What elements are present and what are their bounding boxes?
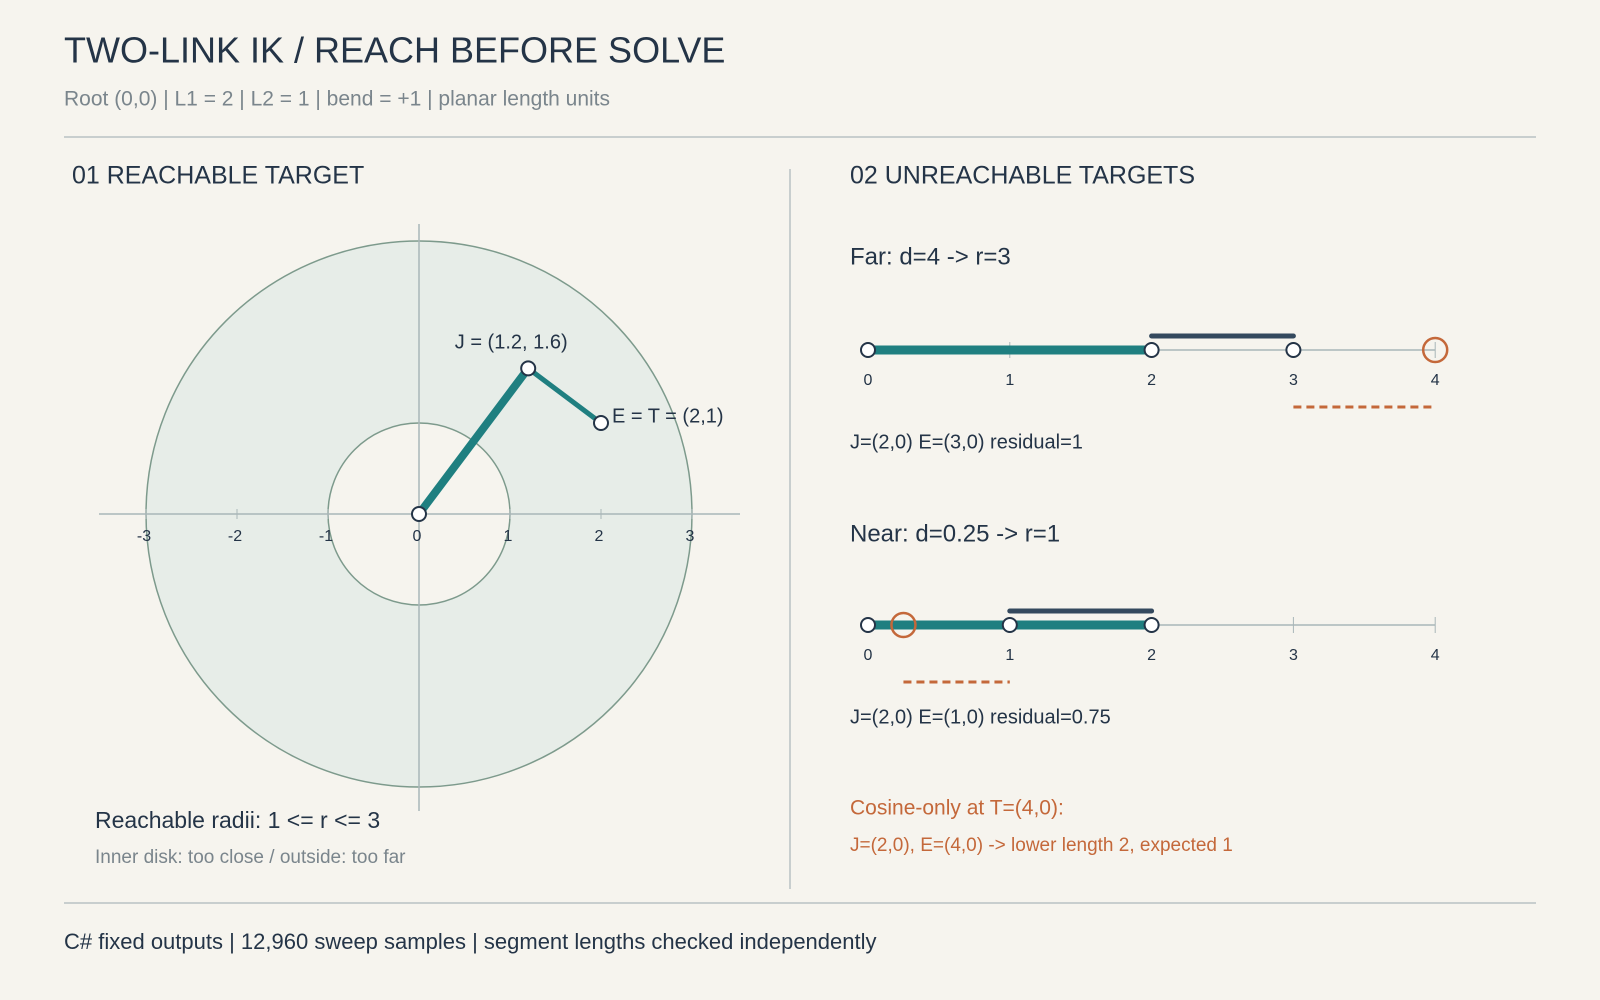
link-2 xyxy=(525,365,604,426)
tick-label: 2 xyxy=(1147,647,1156,664)
x-tick-label: 2 xyxy=(595,528,604,545)
root-node xyxy=(860,342,876,358)
tick-label: 0 xyxy=(864,647,873,664)
end-label: E = T = (2,1) xyxy=(612,405,724,427)
target xyxy=(1421,336,1449,364)
x-tick-label: -1 xyxy=(319,528,333,545)
warning: J=(2,0), E=(4,0) -> lower length 2, expe… xyxy=(850,835,1233,856)
target xyxy=(890,611,917,639)
x-tick-label: -2 xyxy=(228,528,242,545)
case-label: Near: d=0.25 -> r=1 xyxy=(850,520,1060,547)
tick-label: 1 xyxy=(1005,647,1014,664)
end-node xyxy=(1001,617,1018,633)
joint-label: J = (1.2, 1.6) xyxy=(455,332,568,354)
caption: Reachable radii: 1 <= r <= 3 xyxy=(95,807,380,833)
x-tick-label: 1 xyxy=(504,528,513,545)
tick-label: 0 xyxy=(864,372,873,389)
tick-label: 3 xyxy=(1289,372,1298,389)
link-1 xyxy=(415,364,533,518)
warning-title: Cosine-only at T=(4,0): xyxy=(850,797,1064,820)
tick-label: 3 xyxy=(1289,647,1298,664)
root-node xyxy=(411,506,427,522)
tick-label: 2 xyxy=(1147,372,1156,389)
x-tick-label: 3 xyxy=(686,528,695,545)
joint-node xyxy=(1143,342,1160,358)
x-tick-label: 0 xyxy=(413,528,422,545)
panel-heading: 02 UNREACHABLE TARGETS xyxy=(850,162,1195,190)
tick-label: 1 xyxy=(1005,372,1014,389)
case-label: Far: d=4 -> r=3 xyxy=(850,243,1011,270)
panel-heading: 01 REACHABLE TARGET xyxy=(72,162,364,190)
note: Inner disk: too close / outside: too far xyxy=(95,847,406,868)
joint-node xyxy=(520,360,537,377)
end-node xyxy=(593,415,609,431)
case-result: J=(2,0) E=(3,0) residual=1 xyxy=(850,431,1083,453)
tick-label: 4 xyxy=(1431,647,1440,664)
footer: C# fixed outputs | 12,960 sweep samples … xyxy=(64,929,877,954)
tick-label: 4 xyxy=(1431,372,1440,389)
end-node xyxy=(1285,342,1302,358)
x-tick-label: -3 xyxy=(137,528,151,545)
title: TWO-LINK IK / REACH BEFORE SOLVE xyxy=(64,30,725,71)
subtitle: Root (0,0) | L1 = 2 | L2 = 1 | bend = +1… xyxy=(64,88,610,111)
joint-node xyxy=(1143,617,1160,633)
case-result: J=(2,0) E=(1,0) residual=0.75 xyxy=(850,706,1111,728)
root-node xyxy=(860,617,876,633)
